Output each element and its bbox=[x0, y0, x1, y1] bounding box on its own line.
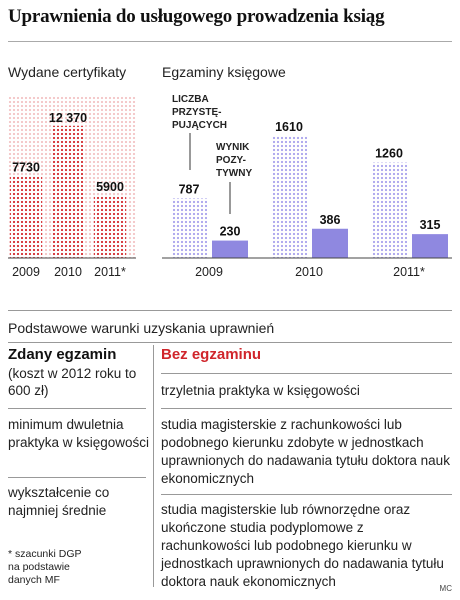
bar-value-label: 5900 bbox=[96, 180, 124, 194]
credit: MC bbox=[439, 584, 452, 593]
annotation-participants-line: PRZYSTĘ- bbox=[172, 107, 221, 118]
page-title: Uprawnienia do usługowego prowadzenia ks… bbox=[8, 6, 385, 27]
chart-2-title: Egzaminy księgowe bbox=[162, 64, 286, 80]
conditions-title: Podstawowe warunki uzyskania uprawnień bbox=[8, 320, 275, 336]
bar-value-label: 7730 bbox=[12, 161, 40, 175]
right-condition-item: studia magisterskie lub równorzędne oraz… bbox=[161, 502, 444, 589]
annotation-positive-line: WYNIK bbox=[216, 142, 250, 153]
x-tick-label: 2010 bbox=[54, 265, 82, 279]
bar-participants bbox=[271, 136, 307, 258]
section-divider bbox=[8, 310, 452, 311]
bar-participants bbox=[371, 162, 407, 258]
left-condition-item: minimum dwuletnia praktyka w księgowości bbox=[8, 417, 150, 450]
annotation-positive-line: TYWNY bbox=[216, 168, 252, 179]
annotation-participants-line: LICZBA bbox=[172, 94, 208, 105]
bar-passed bbox=[212, 240, 248, 258]
left-row-divider bbox=[8, 408, 146, 409]
bar-certificates bbox=[10, 175, 42, 258]
annotation-participants: LICZBA PRZYSTĘ- PUJĄCYCH bbox=[172, 94, 227, 131]
bar-value-label: 1260 bbox=[375, 147, 403, 161]
x-tick-label: 2009 bbox=[12, 265, 40, 279]
x-tick-label: 2011* bbox=[393, 265, 425, 279]
bar-participants bbox=[171, 198, 207, 258]
left-condition-item: wykształcenie co najmniej średnie bbox=[8, 485, 110, 518]
column-divider bbox=[153, 345, 154, 587]
bar-value-label: 315 bbox=[420, 218, 441, 232]
bar-certificates bbox=[52, 126, 84, 258]
annotation-participants-line: PUJĄCYCH bbox=[172, 120, 227, 131]
bar-value-label: 1610 bbox=[275, 120, 303, 134]
bar-value-label: 230 bbox=[220, 225, 241, 239]
x-tick-label: 2011* bbox=[94, 265, 126, 279]
bar-value-label: 386 bbox=[320, 213, 341, 227]
right-row-divider bbox=[161, 408, 452, 409]
bar-value-label: 12 370 bbox=[49, 111, 87, 125]
bar-certificates bbox=[94, 195, 126, 258]
left-header: Zdany egzamin bbox=[8, 346, 117, 363]
annotation-positive: WYNIK POZY- TYWNY bbox=[216, 142, 252, 179]
charts-canvas: 7730 12 370 5900 2009 2010 2011* 787 230 1610 3… bbox=[8, 94, 452, 279]
right-condition-item: studia magisterskie z rachunkowości lub … bbox=[161, 417, 450, 486]
bar-value-label: 787 bbox=[179, 182, 200, 196]
x-tick-label: 2009 bbox=[195, 265, 223, 279]
annotation-positive-line: POZY- bbox=[216, 155, 246, 166]
right-row-divider bbox=[161, 494, 452, 495]
bar-passed bbox=[412, 234, 448, 258]
chart-1-title: Wydane certyfikaty bbox=[8, 64, 127, 80]
left-note: (koszt w 2012 roku to 600 zł) bbox=[8, 366, 137, 398]
bar-passed bbox=[312, 228, 348, 258]
x-tick-label: 2010 bbox=[295, 265, 323, 279]
conditions-divider bbox=[8, 342, 452, 343]
left-row-divider bbox=[8, 477, 146, 478]
right-header: Bez egzaminu bbox=[161, 346, 262, 363]
right-row-divider bbox=[161, 373, 452, 374]
right-condition-item: trzyletnia praktyka w księgowości bbox=[161, 383, 360, 398]
title-divider bbox=[8, 41, 452, 42]
footnote: * szacunki DGP na podstawie danych MF bbox=[8, 548, 82, 586]
